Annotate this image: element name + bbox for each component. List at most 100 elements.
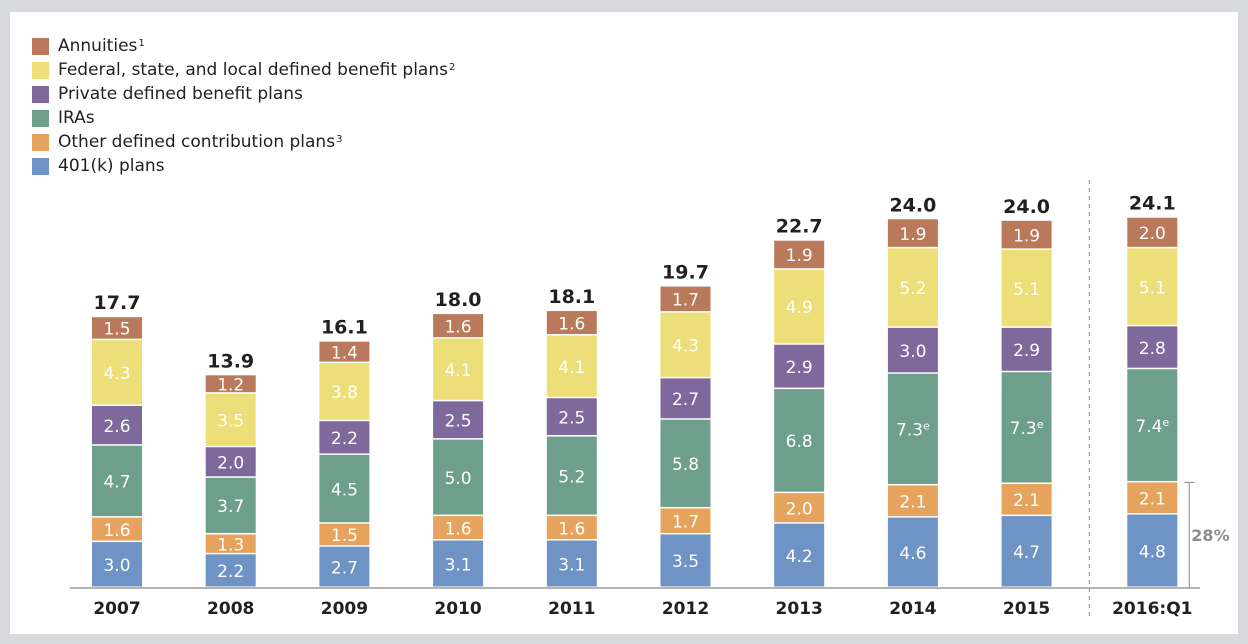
legend-item: 401(k) plans — [32, 154, 455, 178]
bar-segment — [660, 286, 711, 312]
segment-label: 2.0 — [217, 454, 244, 474]
bar-segment — [546, 311, 597, 335]
total-label: 13.9 — [207, 350, 254, 372]
segment-label: 1.9 — [1013, 226, 1040, 246]
bar-segment — [92, 317, 142, 339]
segment-label: 4.8 — [1139, 542, 1166, 562]
total-label: 24.0 — [889, 194, 936, 216]
bar-segment — [774, 269, 825, 344]
total-label: 24.1 — [1129, 193, 1176, 215]
category-label: 2012 — [662, 599, 709, 619]
bar-segment — [319, 421, 370, 454]
segment-label: 2.1 — [1139, 489, 1166, 509]
bar-segment — [205, 447, 256, 477]
segment-label: 1.9 — [786, 246, 813, 266]
segment-label: 4.2 — [786, 547, 813, 567]
bar-segment — [660, 312, 711, 377]
segment-label: 3.0 — [103, 556, 130, 576]
bar-segment — [1127, 217, 1178, 247]
bar-2014: 4.6 2.1 7.3e 3.0 5.2 1.9 24.0 — [887, 194, 938, 587]
segment-label: 4.7 — [103, 473, 130, 493]
segment-label: 3.8 — [331, 383, 358, 403]
segment-label: 7.3e — [1010, 418, 1044, 439]
segment-label: 2.2 — [217, 562, 244, 582]
segment-label: 1.2 — [217, 376, 244, 396]
category-label: 2009 — [321, 599, 368, 619]
legend-swatch — [32, 85, 49, 103]
segment-label: 5.2 — [558, 467, 585, 487]
bar-segment — [887, 485, 938, 517]
total-label: 18.1 — [548, 286, 595, 308]
bar-segment — [205, 477, 256, 533]
share-bracket: 28% — [1184, 481, 1230, 588]
category-label: 2008 — [207, 599, 254, 619]
bar-segment — [319, 546, 370, 587]
legend-swatch — [32, 61, 49, 79]
bar-2009: 2.7 1.5 4.5 2.2 3.8 1.4 16.1 — [319, 317, 370, 587]
bar-segment — [1127, 248, 1178, 325]
segment-label-suffix: e — [1162, 416, 1169, 429]
segment-label: 2.9 — [1013, 341, 1040, 361]
category-label: 2016:Q1 — [1112, 599, 1192, 619]
total-label: 24.0 — [1003, 196, 1050, 218]
segment-label: 2.0 — [786, 499, 813, 519]
chart-panel: Annuities 1 Federal, state, and local defi… — [10, 12, 1238, 634]
bar-2011: 3.1 1.6 5.2 2.5 4.1 1.6 18.1 — [546, 286, 597, 587]
bar-segment — [92, 405, 142, 445]
bar-segment — [887, 373, 938, 484]
segment-label: 4.1 — [558, 358, 585, 378]
bar-2015: 4.7 2.1 7.3e 2.9 5.1 1.9 24.0 — [1001, 196, 1052, 587]
bar-segment — [92, 445, 142, 517]
bar-2010: 3.1 1.6 5.0 2.5 4.1 1.6 18.0 — [433, 289, 484, 587]
legend-swatch — [32, 133, 49, 151]
legend-swatch — [32, 37, 49, 55]
bar-segment — [205, 393, 256, 446]
bar-segment — [774, 493, 825, 523]
segment-label: 3.1 — [558, 555, 585, 575]
segment-label: 2.7 — [331, 558, 358, 578]
bar-segment — [433, 314, 484, 338]
segment-label: 2.2 — [331, 429, 358, 449]
legend-swatch — [32, 109, 49, 127]
bar-segment — [433, 540, 484, 587]
segment-label: 4.3 — [672, 336, 699, 356]
category-label: 2011 — [548, 599, 595, 619]
segment-label: 5.8 — [672, 455, 699, 475]
total-label: 19.7 — [662, 262, 709, 284]
category-label: 2007 — [93, 599, 140, 619]
bar-2012: 3.5 1.7 5.8 2.7 4.3 1.7 19.7 — [660, 262, 711, 587]
bar-segment — [546, 436, 597, 515]
segment-label: 6.8 — [786, 432, 813, 452]
segment-label: 5.1 — [1139, 278, 1166, 298]
bar-segment — [92, 340, 142, 405]
bar-segment — [1127, 482, 1178, 514]
segment-label: 1.9 — [899, 225, 926, 245]
legend-label: 401(k) plans — [58, 156, 165, 176]
bar-segment — [205, 554, 256, 587]
category-label: 2010 — [434, 599, 481, 619]
stacked-bar-chart: 3.0 1.6 4.7 2.6 4.3 1.5 17.7 2007 2.2 1.3 3.7 2.0 3.… — [70, 180, 1230, 619]
segment-label: 1.6 — [558, 314, 585, 334]
legend-label: Annuities — [58, 36, 138, 56]
bar-segment — [1001, 516, 1052, 587]
bar-segment — [774, 344, 825, 388]
legend-label: Federal, state, and local defined benefi… — [58, 60, 448, 80]
bar-segment — [660, 419, 711, 507]
bar-segment — [1001, 372, 1052, 483]
segment-label: 3.5 — [217, 411, 244, 431]
legend-label: Private defined benefit plans — [58, 84, 303, 104]
bar-2007: 3.0 1.6 4.7 2.6 4.3 1.5 17.7 — [92, 292, 142, 587]
legend-label: Other defined contribution plans — [58, 132, 336, 152]
segment-label: 1.6 — [558, 519, 585, 539]
bar-segment — [546, 335, 597, 397]
segment-label: 2.0 — [1139, 224, 1166, 244]
legend-footnote-marker: 1 — [138, 37, 145, 49]
bar-segment — [887, 248, 938, 327]
bar-segment — [319, 454, 370, 523]
segment-label: 1.5 — [103, 320, 130, 340]
bar-segment — [774, 523, 825, 587]
bar-segment — [205, 534, 256, 553]
category-label: 2013 — [776, 599, 823, 619]
segment-label: 2.7 — [672, 390, 699, 410]
legend-item: Federal, state, and local defined benefi… — [32, 58, 455, 82]
